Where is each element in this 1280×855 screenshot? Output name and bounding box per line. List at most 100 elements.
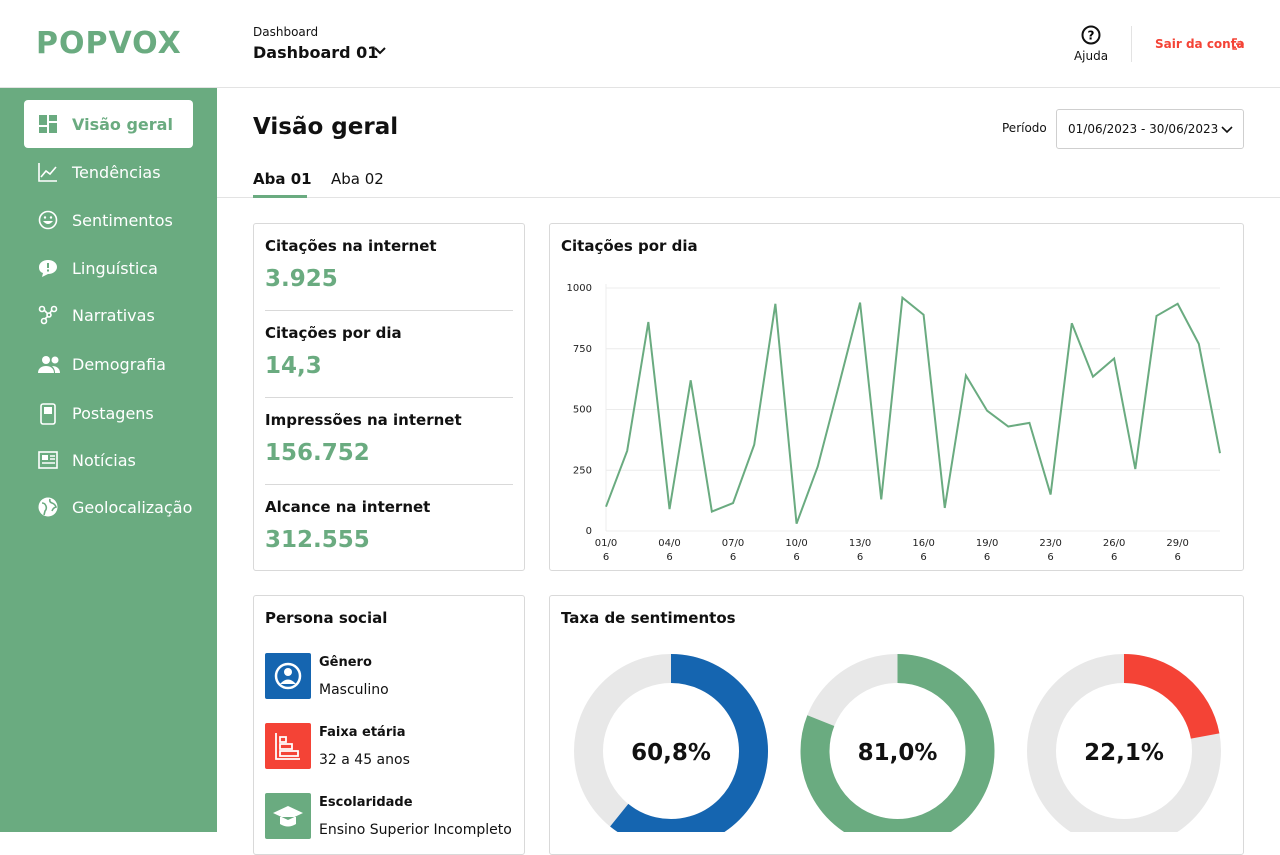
svg-text:?: ?: [1088, 29, 1095, 43]
nav-label: Postagens: [72, 403, 154, 423]
tab[interactable]: Aba 02: [331, 170, 384, 188]
nav-icon: [39, 260, 57, 277]
age-icon: [265, 723, 311, 769]
line-chart: 0 250 500 750 1000: [567, 283, 1221, 537]
donut-arc: [800, 654, 995, 832]
persona-label: Gênero: [319, 655, 372, 670]
tab-indicator: [253, 195, 307, 198]
persona-value: Ensino Superior Incompleto: [319, 822, 512, 838]
x-tick-label: 29/06: [1166, 538, 1189, 563]
x-tick-label: 07/06: [721, 538, 745, 563]
chevron: [1221, 126, 1233, 134]
stat-label: Alcance na internet: [265, 498, 431, 516]
stat-label: Citações na internet: [265, 237, 437, 255]
nav-icon: [39, 115, 57, 133]
separator: [265, 397, 513, 398]
header: POPVOX Dashboard Dashboard 01 ? Ajuda Sa…: [0, 0, 1280, 88]
dashboard-label: Dashboard: [253, 25, 319, 39]
x-tick-label: 13/06: [848, 538, 872, 563]
nav-icon: [38, 305, 58, 325]
donut-label: 81,0%: [858, 740, 938, 766]
x-tick-label: 16/06: [912, 538, 935, 563]
nav-label: Visão geral: [72, 114, 173, 134]
donut-chart: 60,8% 81,0% 22,1%: [574, 654, 1221, 832]
help-icon[interactable]: ?: [1081, 25, 1101, 45]
stats-card: Citações na internet 3.925 Citações por …: [253, 223, 525, 571]
line-chart-card: Citações por dia 0 250 500 750 1000 01/06 04/…: [549, 223, 1244, 571]
nav-label: Demografia: [72, 354, 166, 374]
divider: [1131, 26, 1132, 62]
tab-border: [217, 197, 1280, 198]
nav-item[interactable]: Demografia: [24, 340, 193, 388]
gender-icon: [265, 653, 311, 699]
x-tick-label: 10/06: [785, 538, 808, 563]
tab[interactable]: Aba 01: [253, 170, 312, 188]
persona-card: Persona social Gênero Masculino Faixa et…: [253, 595, 525, 855]
stat-value: 14,3: [265, 353, 322, 379]
nav-icon: [38, 210, 58, 230]
nav-icon: [38, 356, 60, 373]
separator: [265, 310, 513, 311]
x-tick-label: 01/06: [594, 538, 618, 563]
nav-item[interactable]: Visão geral: [24, 100, 193, 148]
y-tick-label: 500: [573, 405, 592, 416]
y-tick-label: 750: [573, 344, 592, 355]
card-title: Persona social: [265, 609, 388, 627]
y-tick-label: 0: [586, 526, 592, 537]
persona-value: Masculino: [319, 682, 389, 698]
sentiment-card: Taxa de sentimentos 60,8% 81,0% 22,1%: [549, 595, 1244, 855]
help[interactable]: Ajuda: [1073, 49, 1109, 63]
nav-label: Geolocalização: [72, 497, 193, 517]
separator: [265, 484, 513, 485]
period-value: 01/06/2023 - 30/06/2023: [1068, 122, 1219, 136]
nav-label: Narrativas: [72, 305, 155, 325]
nav-item[interactable]: Linguística: [24, 244, 193, 292]
logout[interactable]: Sair da conta: [1155, 37, 1245, 51]
nav-icon: [38, 451, 58, 469]
donut-arc: [1123, 654, 1220, 740]
sidebar: Visão geral Tendências Sentimentos Lingu…: [0, 88, 217, 832]
stat-value: 156.752: [265, 440, 370, 466]
x-tick-label: 26/06: [1102, 538, 1126, 563]
nav-item[interactable]: Notícias: [24, 436, 193, 484]
chart-title: Citações por dia: [561, 237, 698, 255]
dashboard-select[interactable]: Dashboard 01: [253, 43, 379, 62]
persona-value: 32 a 45 anos: [319, 752, 410, 768]
nav-item[interactable]: Sentimentos: [24, 196, 193, 244]
nav-item[interactable]: Postagens: [24, 389, 193, 437]
stat-value: 3.925: [265, 266, 338, 292]
chart-title: Taxa de sentimentos: [561, 609, 736, 627]
chevron: [374, 47, 386, 55]
nav-icon: [38, 163, 57, 182]
donut-arc: [610, 654, 768, 832]
persona-label: Escolaridade: [319, 795, 413, 810]
stat-label: Citações por dia: [265, 324, 402, 342]
nav-label: Tendências: [72, 162, 161, 182]
x-tick-label: 19/06: [975, 538, 999, 563]
line-series: [605, 295, 1221, 525]
period-label: Período: [1002, 121, 1047, 135]
stat-value: 312.555: [265, 527, 370, 553]
y-tick-label: 250: [573, 465, 592, 476]
nav-label: Sentimentos: [72, 210, 173, 230]
period-select[interactable]: 01/06/2023 - 30/06/2023: [1056, 109, 1244, 149]
nav-item[interactable]: Narrativas: [24, 291, 193, 339]
x-tick-label: 04/06: [658, 538, 681, 563]
x-tick-label: 23/06: [1039, 538, 1062, 563]
nav-label: Linguística: [72, 258, 158, 278]
nav-label: Notícias: [72, 450, 136, 470]
donut-label: 60,8%: [631, 740, 711, 766]
logo[interactable]: POPVOX: [36, 26, 182, 61]
nav-icon: [40, 403, 56, 425]
page-title: Visão geral: [253, 114, 399, 140]
persona-label: Faixa etária: [319, 725, 406, 740]
y-tick-label: 1000: [567, 283, 592, 294]
education-icon: [265, 793, 311, 839]
donut-label: 22,1%: [1084, 740, 1164, 766]
nav-item[interactable]: Tendências: [24, 148, 193, 196]
nav-icon: [38, 497, 58, 517]
stat-label: Impressões na internet: [265, 411, 462, 429]
nav-item[interactable]: Geolocalização: [24, 483, 193, 531]
logout-icon[interactable]: [1232, 38, 1244, 50]
